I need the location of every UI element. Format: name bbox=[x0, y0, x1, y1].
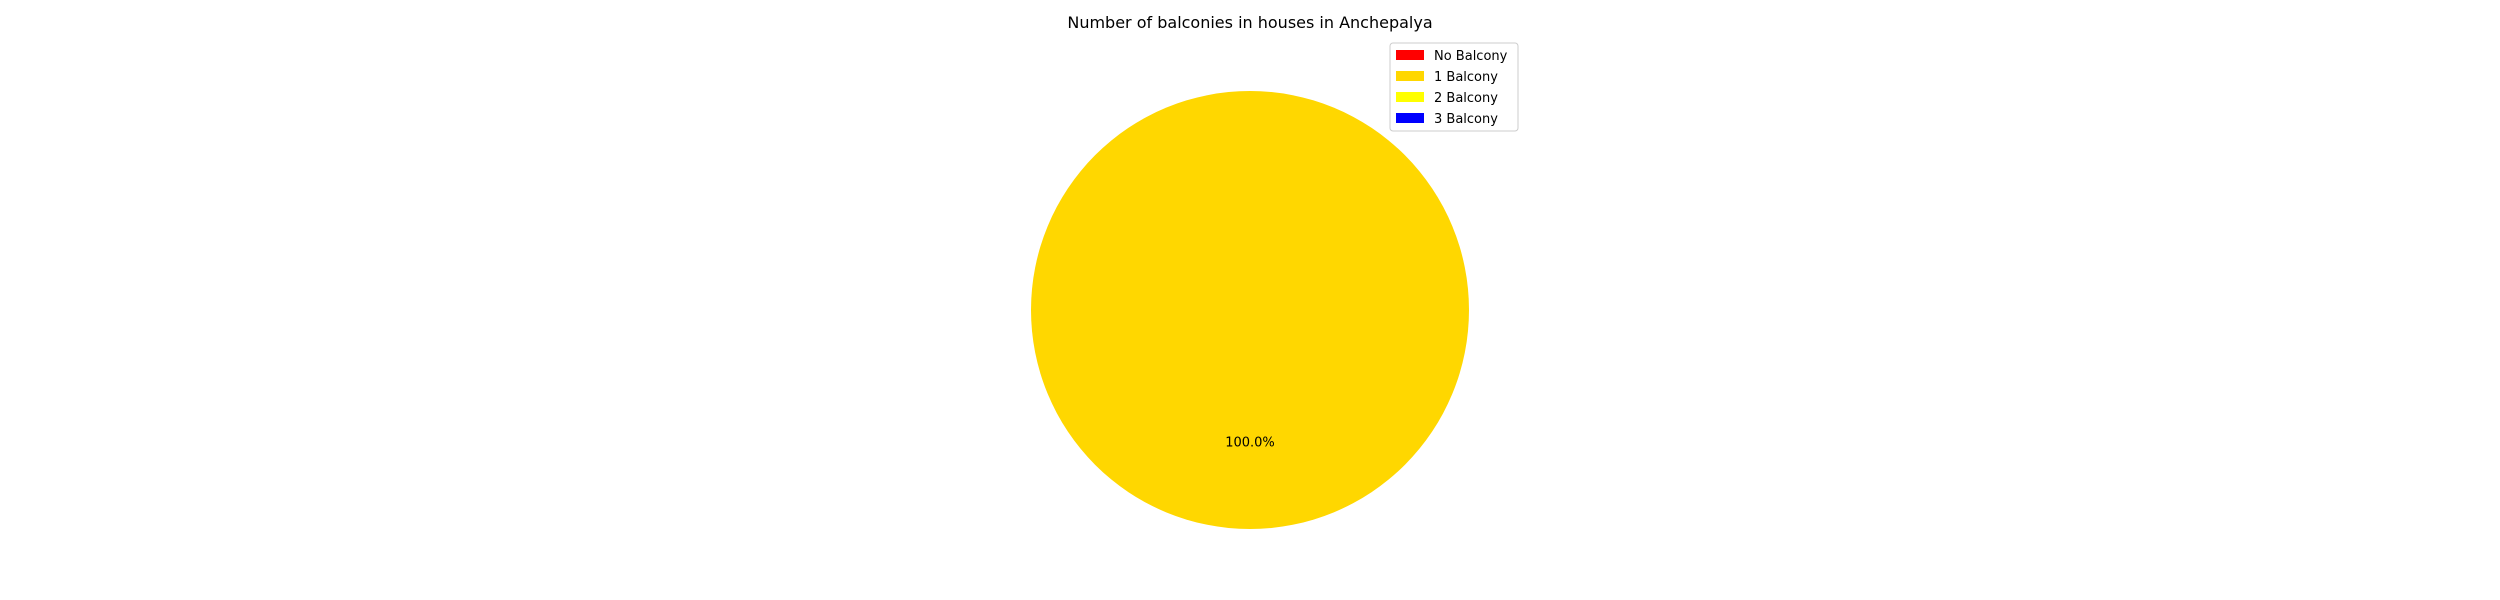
legend-frame bbox=[1389, 42, 1519, 132]
legend: No Balcony 1 Balcony 2 Balcony 3 Balcony bbox=[1389, 42, 1519, 132]
pie-slice-1-balcony bbox=[1031, 91, 1469, 529]
pie-percentage-labels: 100.0% bbox=[1225, 435, 1275, 450]
legend-swatch bbox=[1396, 92, 1424, 102]
pie-slices bbox=[1031, 91, 1469, 529]
legend-label: 2 Balcony bbox=[1434, 91, 1498, 106]
pie-pct-label: 100.0% bbox=[1225, 435, 1275, 450]
legend-label: 3 Balcony bbox=[1434, 112, 1498, 127]
legend-label: 1 Balcony bbox=[1434, 70, 1498, 85]
legend-label: No Balcony bbox=[1434, 49, 1508, 64]
legend-swatch bbox=[1396, 71, 1424, 81]
legend-swatch bbox=[1396, 113, 1424, 123]
chart-title: Number of balconies in houses in Anchepa… bbox=[1067, 13, 1432, 32]
legend-swatch bbox=[1396, 50, 1424, 60]
